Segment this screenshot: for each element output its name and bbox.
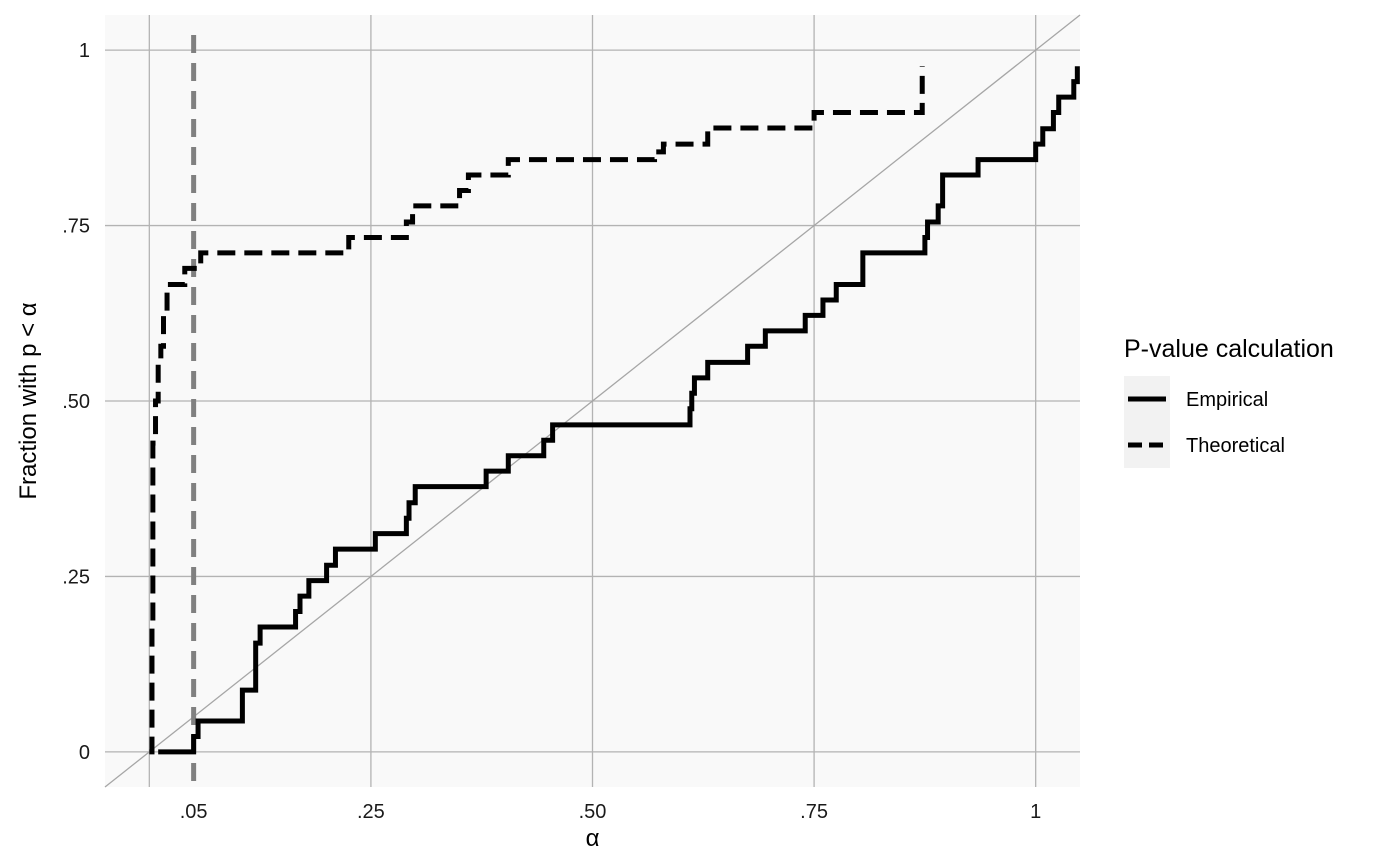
- legend: P-value calculation Empirical Theoretical: [1124, 335, 1334, 468]
- y-tick-label: .50: [62, 391, 90, 413]
- y-tick-label: 0: [79, 742, 90, 764]
- y-tick-label: .75: [62, 216, 90, 238]
- identity-line: [104, 14, 1081, 788]
- legend-label-empirical: Empirical: [1186, 389, 1268, 411]
- series-theoretical: [149, 66, 925, 755]
- series-empirical: [158, 66, 1080, 755]
- x-tick-label: .50: [579, 801, 607, 823]
- x-tick-label: .75: [800, 801, 828, 823]
- x-axis-label: α: [586, 825, 600, 852]
- y-axis-label: Fraction with p < α: [15, 302, 42, 499]
- series-lines: [149, 66, 1080, 755]
- x-tick-label: .25: [357, 801, 385, 823]
- x-axis-ticks: .05 .25 .50 .75 1: [180, 801, 1042, 823]
- legend-title: P-value calculation: [1124, 335, 1334, 363]
- y-axis-ticks: 0 .25 .50 .75 1: [62, 40, 90, 764]
- y-tick-label: 1: [79, 40, 90, 62]
- x-tick-label: 1: [1030, 801, 1041, 823]
- identity-reference-line: [104, 14, 1081, 788]
- y-tick-label: .25: [62, 566, 90, 588]
- legend-label-theoretical: Theoretical: [1186, 435, 1285, 457]
- x-tick-label: .05: [180, 801, 208, 823]
